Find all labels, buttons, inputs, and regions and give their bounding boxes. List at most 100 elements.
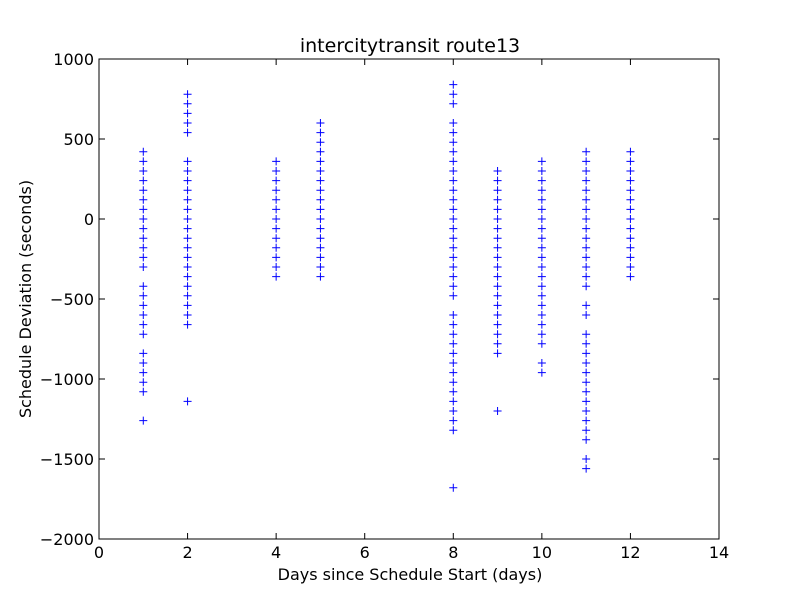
data-point — [537, 205, 546, 214]
data-point — [626, 215, 635, 223]
data-point — [626, 234, 635, 243]
data-point — [449, 147, 458, 156]
data-point — [449, 320, 458, 329]
data-point — [316, 157, 325, 166]
data-point — [582, 263, 591, 271]
data-point — [493, 167, 502, 175]
data-point — [582, 359, 591, 367]
data-point — [449, 80, 458, 89]
data-point — [316, 167, 325, 175]
data-point — [582, 147, 591, 156]
data-point — [582, 455, 591, 463]
data-point — [582, 407, 591, 415]
data-point — [626, 205, 635, 214]
data-point — [449, 339, 458, 348]
data-point — [582, 397, 591, 406]
data-point — [139, 224, 148, 233]
data-point — [183, 291, 192, 300]
data-point — [493, 195, 502, 204]
data-point — [449, 195, 458, 204]
data-point — [582, 157, 591, 166]
data-point — [316, 119, 325, 127]
data-point — [183, 205, 192, 214]
data-point — [582, 378, 591, 387]
plot-area — [98, 58, 720, 540]
data-point — [493, 320, 502, 329]
data-point — [316, 253, 325, 262]
data-point — [272, 253, 281, 262]
data-point — [626, 167, 635, 175]
data-point — [316, 224, 325, 233]
data-point — [139, 147, 148, 156]
data-point — [449, 224, 458, 233]
data-point — [493, 205, 502, 214]
data-point — [272, 157, 281, 166]
data-point — [537, 339, 546, 348]
data-point — [537, 320, 546, 329]
data-point — [449, 378, 458, 387]
data-point — [582, 330, 591, 339]
data-point — [139, 330, 148, 339]
data-point — [139, 243, 148, 252]
data-point — [183, 128, 192, 137]
data-point — [183, 167, 192, 175]
data-point — [537, 195, 546, 204]
data-point — [272, 263, 281, 271]
data-point — [139, 263, 148, 271]
data-point — [493, 272, 502, 281]
data-point — [272, 215, 281, 223]
y-tick-label: −1000 — [40, 370, 94, 389]
data-point — [139, 157, 148, 166]
data-point — [272, 205, 281, 214]
data-point — [183, 109, 192, 118]
y-tick-label: −2000 — [40, 530, 94, 549]
data-point — [139, 234, 148, 243]
data-point — [537, 157, 546, 166]
data-point — [493, 291, 502, 300]
y-tick-label: 500 — [63, 130, 94, 149]
data-point — [493, 234, 502, 243]
data-point — [626, 147, 635, 156]
data-point — [449, 272, 458, 281]
data-point — [139, 215, 148, 223]
data-point — [582, 368, 591, 377]
data-point — [449, 416, 458, 425]
data-point — [183, 320, 192, 329]
data-point — [626, 253, 635, 262]
data-point — [183, 99, 192, 108]
data-point — [449, 311, 458, 319]
y-tick-label: 1000 — [53, 50, 94, 69]
data-point — [537, 176, 546, 185]
data-point — [449, 176, 458, 185]
data-point — [449, 119, 458, 127]
data-point — [582, 416, 591, 425]
data-point — [449, 234, 458, 243]
data-point — [183, 282, 192, 291]
data-point — [183, 176, 192, 185]
data-point — [537, 215, 546, 223]
data-point — [183, 272, 192, 281]
data-point — [449, 157, 458, 166]
data-point — [582, 234, 591, 243]
y-tick-label: 0 — [84, 210, 94, 229]
data-point — [316, 234, 325, 243]
data-point — [582, 186, 591, 195]
y-tick-label: −500 — [50, 290, 94, 309]
data-point — [449, 349, 458, 358]
data-point — [183, 119, 192, 127]
data-point — [449, 215, 458, 223]
data-point — [449, 483, 458, 492]
data-point — [272, 186, 281, 195]
data-point — [449, 359, 458, 367]
data-point — [582, 176, 591, 185]
data-point — [183, 186, 192, 195]
data-point — [582, 282, 591, 291]
data-point — [316, 263, 325, 271]
data-point — [626, 157, 635, 166]
data-point — [582, 224, 591, 233]
data-point — [582, 311, 591, 319]
data-point — [493, 176, 502, 185]
data-point — [139, 359, 148, 367]
data-point — [139, 320, 148, 329]
